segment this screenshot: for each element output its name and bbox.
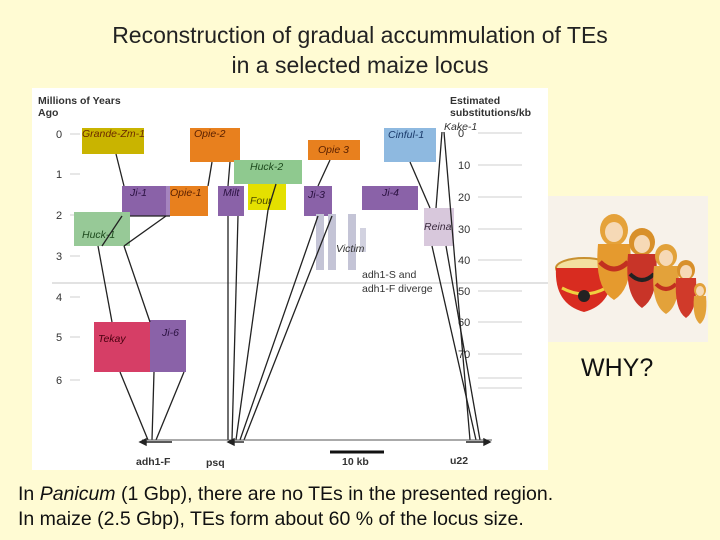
- te-cinful-1: [384, 128, 436, 162]
- why-text: WHY?: [581, 354, 654, 382]
- te-ji-1: [122, 186, 166, 216]
- te-opie-3-label: Opie 3: [318, 144, 349, 156]
- caption-line-1-pre: In: [18, 483, 40, 505]
- left-axis-ticks: 0 1 2 3 4 5 6: [56, 129, 62, 387]
- caption-line-1: In Panicum (1 Gbp), there are no TEs in …: [18, 482, 553, 507]
- te-tekay: [94, 322, 150, 372]
- gene-u22-label: u22: [450, 455, 468, 467]
- right-axis-label: Estimated: [450, 95, 500, 107]
- te-opie-2: [190, 128, 240, 162]
- left-axis-label-ago: Ago: [38, 107, 58, 119]
- left-tick: 4: [56, 292, 62, 304]
- te-huck-2: [234, 160, 302, 184]
- left-tick: 2: [56, 210, 62, 222]
- caption-line-2: In maize (2.5 Gbp), TEs form about 60 % …: [18, 508, 524, 530]
- right-tick: 10: [458, 160, 470, 172]
- te-milt: [218, 186, 244, 216]
- caption-panicum: Panicum: [39, 483, 116, 505]
- te-ji-1-label: Ji-1: [129, 187, 147, 199]
- te-ji-4: [362, 186, 418, 210]
- scale-bar-label: 10 kb: [342, 456, 369, 468]
- te-ji-3-label: Ji-3: [307, 189, 325, 201]
- left-tick: 6: [56, 375, 62, 387]
- right-axis-ticks: 0 10 20 30 40 50 60 70: [458, 128, 470, 361]
- left-tick: 5: [56, 332, 62, 344]
- left-tick: 1: [56, 169, 62, 181]
- te-ji-6-label: Ji-6: [161, 327, 179, 339]
- te-grande-zm-1: [82, 128, 144, 154]
- te-reina: [424, 208, 454, 246]
- te-tekay-label: Tekay: [98, 333, 126, 345]
- te-huck-2-label: Huck-2: [250, 161, 283, 173]
- te-milt-label: Milt: [223, 187, 240, 199]
- te-victim-label: Victim: [336, 243, 365, 255]
- right-tick: 40: [458, 255, 470, 267]
- left-tick: 0: [56, 129, 62, 141]
- slide-title: Reconstruction of gradual accummulation …: [0, 20, 720, 80]
- matryoshka-dolls-image: [548, 196, 708, 342]
- te-kake-1-label: Kake-1: [444, 121, 477, 133]
- caption-line-1-post: (1 Gbp), there are no TEs in the present…: [115, 483, 554, 505]
- right-tick: 20: [458, 192, 470, 204]
- right-tick: 30: [458, 224, 470, 236]
- te-grande-zm-1-label: Grande-Zm-1: [82, 128, 145, 140]
- te-ji-6: [150, 320, 186, 372]
- right-axis-label-sub: substitutions/kb: [450, 107, 531, 119]
- te-reina-label: Reina: [424, 221, 452, 233]
- right-tick: 70: [458, 349, 470, 361]
- te-opie-2-label: Opie-2: [194, 128, 226, 140]
- gene-adh1f-label: adh1-F: [136, 456, 171, 468]
- te-four: [248, 184, 286, 210]
- left-tick: 3: [56, 251, 62, 263]
- te-opie-3: [308, 140, 360, 160]
- right-tick: 50: [458, 286, 470, 298]
- insertion-lines: [97, 131, 481, 441]
- right-tick: 60: [458, 317, 470, 329]
- left-axis-label: Millions of Years: [38, 95, 121, 107]
- tick-lines: [70, 132, 522, 389]
- te-ji-3: [304, 186, 332, 216]
- diverge-note-2: adh1-F diverge: [362, 283, 433, 295]
- gene-arrows: [138, 437, 492, 447]
- title-line-2: in a selected maize locus: [231, 52, 489, 78]
- right-tick: 0: [458, 128, 464, 140]
- te-huck-1-label: Huck-1: [82, 229, 115, 241]
- diverge-note-1: adh1-S and: [362, 269, 416, 281]
- te-four-label: Four: [250, 195, 272, 207]
- te-ji-4-label: Ji-4: [381, 187, 399, 199]
- caption: In Panicum (1 Gbp), there are no TEs in …: [18, 482, 553, 532]
- gene-psq-label: psq: [206, 457, 225, 469]
- te-victim: [316, 214, 366, 270]
- te-opie-1: [170, 186, 208, 216]
- te-accumulation-figure: Millions of Years Ago Estimated substitu…: [32, 88, 548, 470]
- te-cinful-1-label: Cinful-1: [388, 129, 424, 141]
- title-line-1: Reconstruction of gradual accummulation …: [112, 22, 608, 48]
- te-opie-1-label: Opie-1: [170, 187, 202, 199]
